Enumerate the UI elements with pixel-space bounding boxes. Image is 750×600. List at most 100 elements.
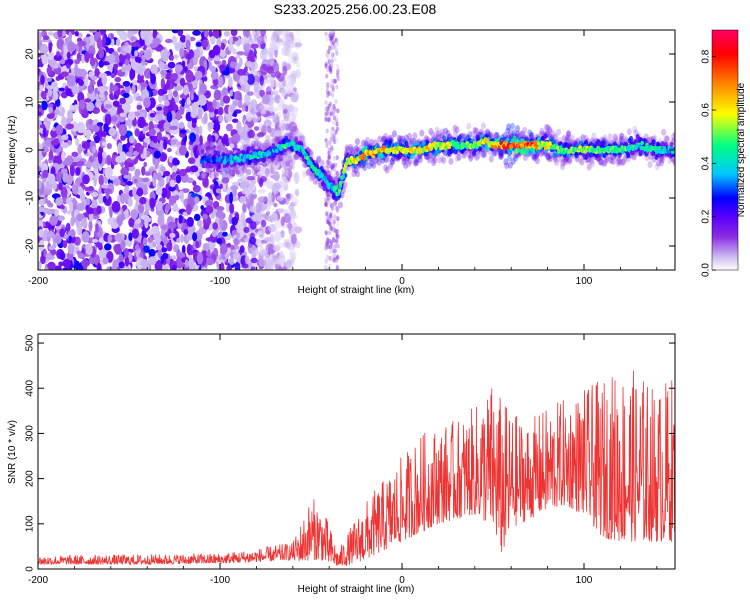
noise-blob — [266, 211, 270, 216]
noise-blob — [335, 155, 339, 161]
noise-blob — [181, 244, 186, 255]
noise-blob — [324, 31, 328, 37]
noise-blob — [287, 50, 294, 57]
noise-blob — [183, 229, 189, 236]
noise-blob — [202, 243, 210, 251]
noise-blob — [153, 150, 161, 159]
noise-blob — [213, 89, 222, 101]
noise-blob — [48, 202, 54, 208]
noise-blob — [237, 101, 243, 109]
noise-blob — [328, 248, 332, 254]
noise-blob — [328, 200, 332, 206]
noise-blob — [217, 106, 224, 116]
ridge-point — [661, 128, 667, 136]
noise-blob — [60, 205, 65, 210]
noise-blob — [86, 161, 93, 169]
noise-blob — [327, 155, 331, 160]
noise-blob — [102, 35, 107, 46]
noise-blob — [136, 187, 144, 197]
noise-blob — [42, 35, 50, 41]
noise-blob — [272, 113, 280, 124]
noise-blob — [42, 169, 49, 179]
noise-blob — [120, 239, 126, 250]
noise-blob — [38, 104, 41, 109]
noise-blob — [98, 48, 105, 59]
noise-blob — [331, 120, 335, 126]
noise-blob — [54, 235, 62, 244]
noise-blob — [184, 259, 189, 268]
noise-blob — [325, 73, 329, 79]
noise-blob — [113, 67, 118, 76]
noise-blob — [88, 220, 93, 232]
noise-blob — [147, 236, 154, 243]
noise-blob — [51, 81, 58, 88]
noise-blob — [293, 172, 300, 184]
noise-blob — [335, 207, 339, 213]
noise-blob — [40, 194, 45, 207]
noise-blob — [157, 244, 163, 250]
noise-blob — [45, 252, 53, 261]
noise-blob — [167, 147, 172, 153]
noise-blob — [264, 236, 272, 243]
noise-blob — [61, 114, 65, 123]
noise-blob — [273, 202, 278, 208]
noise-blob — [243, 42, 252, 53]
noise-blob — [91, 191, 99, 198]
noise-blob — [232, 181, 241, 187]
noise-blob — [74, 30, 79, 37]
noise-blob — [268, 224, 277, 233]
noise-blob — [67, 210, 71, 215]
noise-blob — [94, 135, 100, 144]
noise-blob — [113, 63, 119, 70]
noise-blob — [186, 97, 191, 106]
noise-blob — [242, 30, 250, 38]
noise-blob — [161, 50, 170, 62]
noise-blob — [160, 255, 165, 264]
noise-blob — [128, 111, 136, 121]
noise-blob — [122, 47, 130, 52]
noise-blob — [158, 61, 166, 70]
noise-blob — [172, 157, 179, 166]
noise-blob — [134, 195, 140, 202]
noise-blob — [233, 90, 242, 101]
noise-blob — [77, 40, 87, 47]
noise-blob — [131, 84, 136, 95]
noise-blob — [230, 185, 239, 191]
noise-blob — [60, 186, 68, 198]
noise-blob — [56, 51, 60, 57]
noise-blob — [124, 186, 129, 195]
noise-blob — [65, 123, 74, 130]
noise-blob — [95, 169, 100, 181]
noise-blob — [229, 191, 234, 204]
noise-blob — [129, 145, 134, 154]
noise-blob — [122, 144, 127, 151]
noise-blob — [112, 100, 120, 108]
noise-blob — [285, 199, 290, 205]
noise-blob — [155, 114, 164, 121]
noise-blob — [336, 108, 340, 114]
noise-blob — [56, 38, 65, 51]
noise-blob — [175, 64, 183, 72]
noise-blob — [192, 232, 198, 242]
noise-blob — [49, 215, 58, 226]
noise-blob — [60, 142, 69, 149]
noise-blob — [201, 40, 209, 48]
noise-blob — [57, 215, 65, 221]
noise-blob — [269, 233, 275, 244]
noise-blob — [110, 84, 119, 92]
noise-blob — [111, 115, 118, 122]
ridge-point — [300, 134, 306, 142]
noise-blob — [140, 259, 149, 267]
noise-blob — [261, 94, 271, 105]
ridge-point — [325, 162, 331, 170]
noise-blob — [47, 87, 53, 97]
noise-blob — [325, 85, 330, 90]
ridge-point — [432, 156, 438, 164]
noise-blob — [272, 171, 279, 179]
noise-blob — [194, 196, 200, 204]
ridge-point — [328, 175, 333, 182]
noise-blob — [167, 94, 172, 101]
noise-blob — [55, 197, 63, 206]
ridge-point — [355, 170, 360, 178]
